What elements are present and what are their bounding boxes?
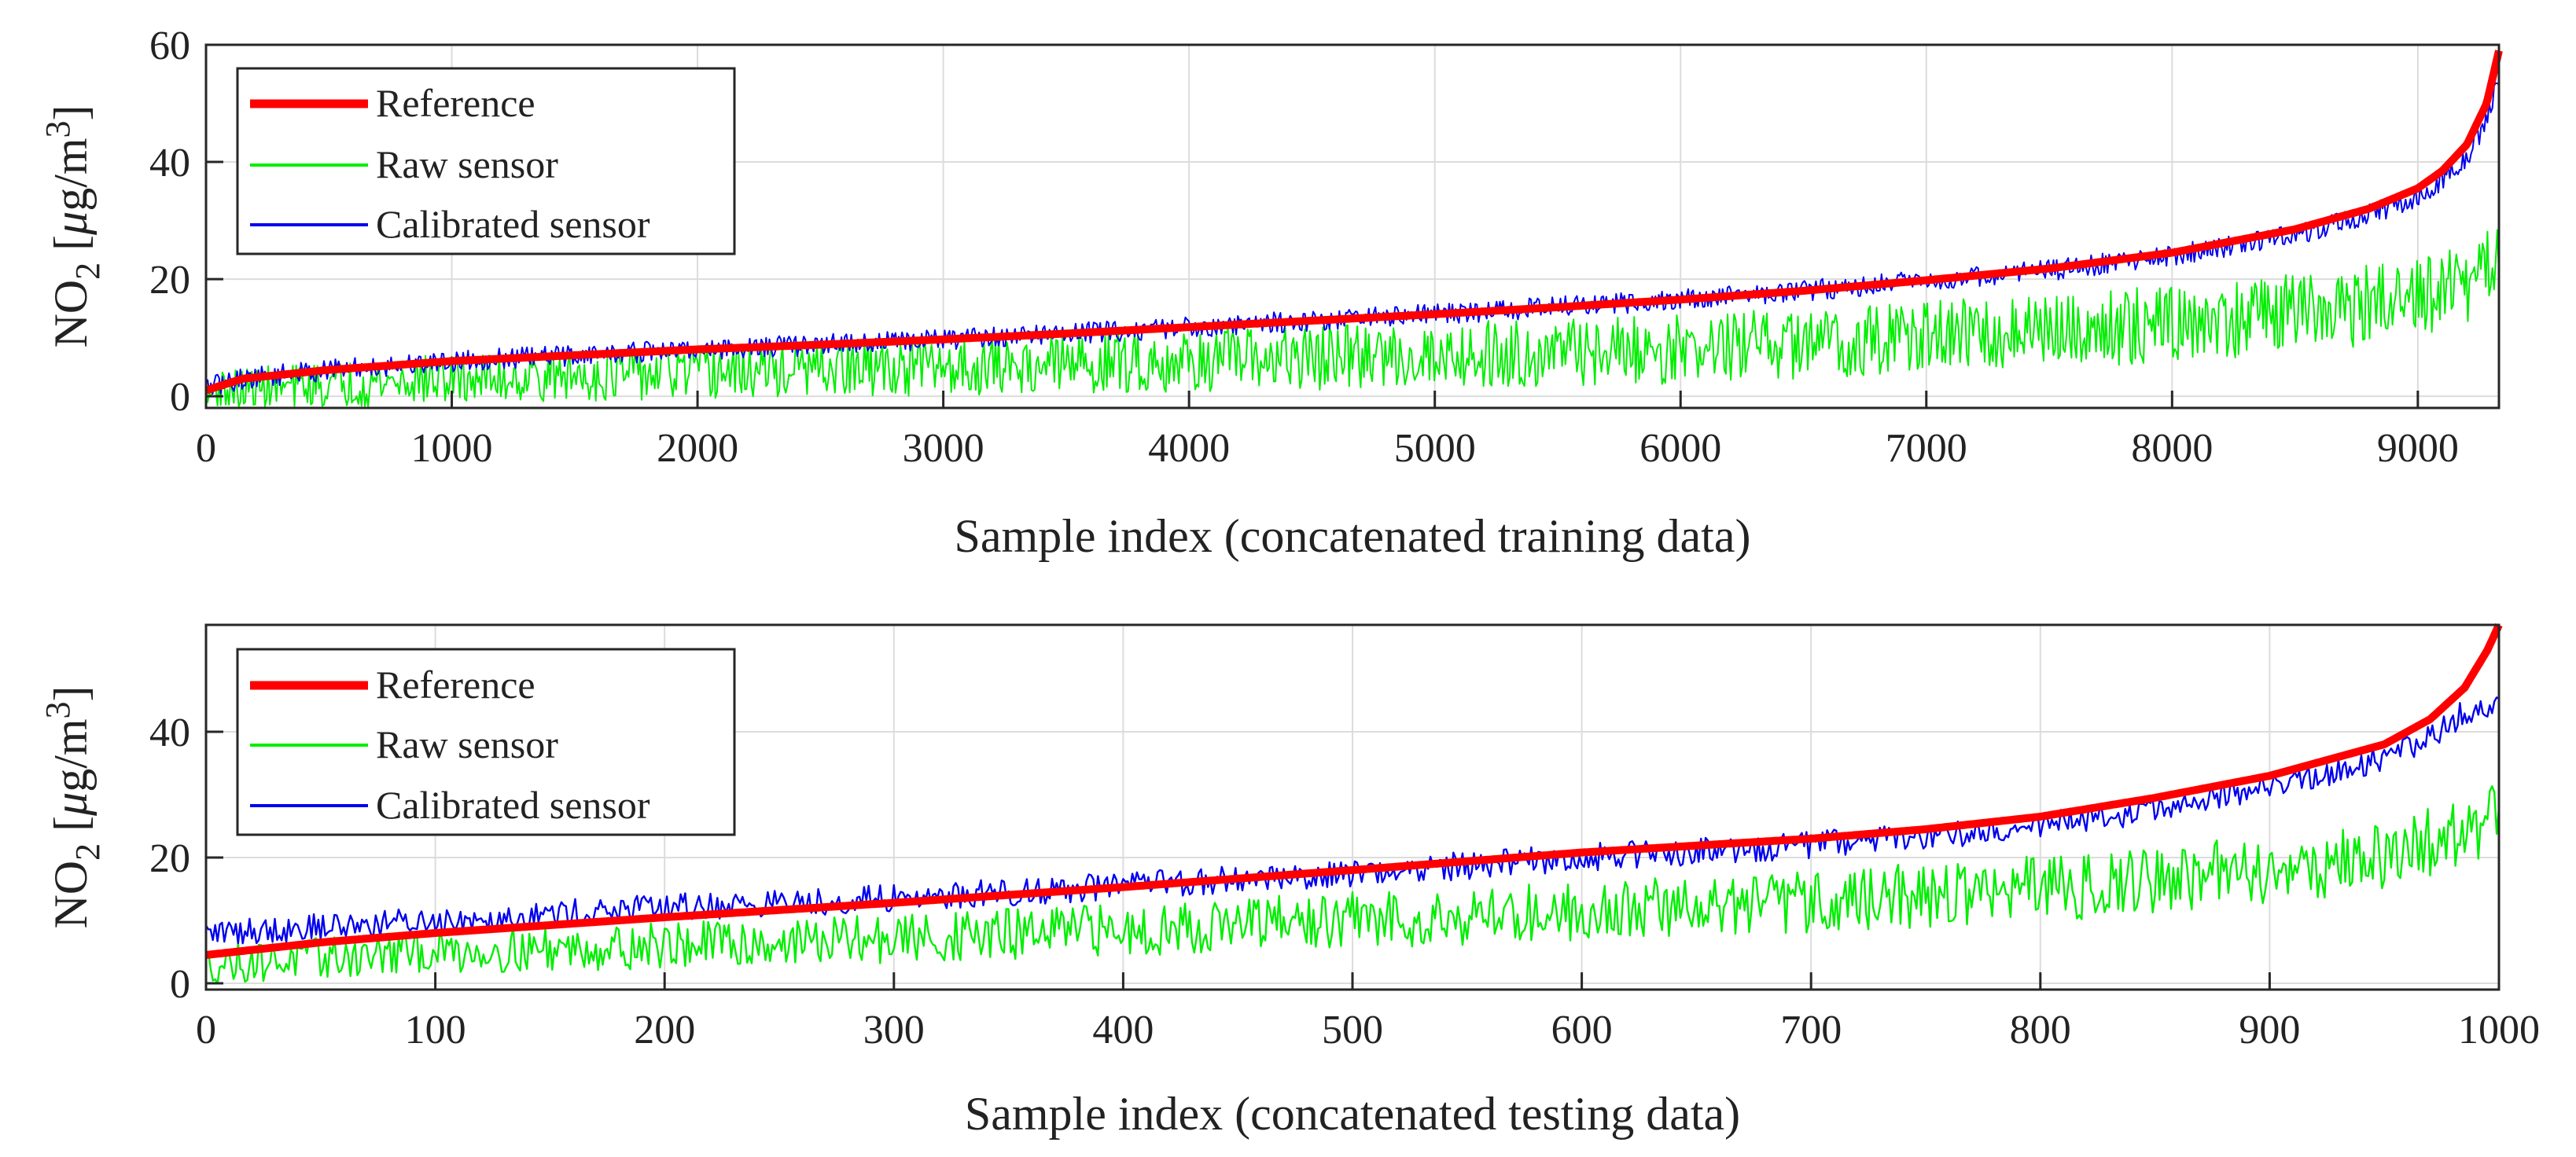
testing-series-lines — [204, 623, 2503, 985]
testing-xtick-label-500: 500 — [1322, 1008, 1383, 1052]
training-legend-label-calibrated: Calibrated sensor — [376, 202, 650, 246]
training-ytick-label-40: 40 — [149, 141, 190, 185]
testing-xtick-label-200: 200 — [634, 1008, 695, 1052]
testing-xtick-label-900: 900 — [2239, 1008, 2300, 1052]
training-xtick-label-3000: 3000 — [903, 426, 984, 471]
training-ytick-label-0: 0 — [170, 375, 190, 420]
training-ytick-label-20: 20 — [149, 258, 190, 303]
testing-series-calibrated-sensor-line — [204, 696, 2500, 945]
testing-legend-label-calibrated: Calibrated sensor — [376, 783, 650, 827]
training-legend: Reference Raw sensor Calibrated sensor — [236, 67, 736, 255]
training-xtick-label-6000: 6000 — [1639, 426, 1721, 471]
training-series-reference-line — [204, 50, 2503, 395]
training-ylabel-unit: g/m — [45, 138, 97, 211]
testing-legend-box — [236, 648, 736, 836]
training-legend-label-raw: Raw sensor — [376, 142, 558, 186]
training-xtick-label-1000: 1000 — [411, 426, 493, 471]
training-xtick-label-9000: 9000 — [2377, 426, 2459, 471]
training-xtick-label-2000: 2000 — [657, 426, 738, 471]
training-xtick-label-0: 0 — [196, 426, 216, 471]
training-ylabel-suffix: ] — [45, 105, 97, 120]
testing-xtick-label-700: 700 — [1780, 1008, 1842, 1052]
training-xtick-label-5000: 5000 — [1394, 426, 1476, 471]
training-ylabel-sup: 3 — [39, 120, 77, 138]
training-ytick-label-60: 60 — [149, 24, 190, 68]
testing-chart: 0 100 200 300 400 500 600 700 800 900 1000 0 20 40 Sa… — [39, 623, 2540, 1140]
testing-ytick-label-0: 0 — [170, 962, 190, 1007]
training-legend-label-reference: Reference — [376, 81, 535, 125]
testing-xtick-label-100: 100 — [405, 1008, 466, 1052]
testing-legend-label-raw: Raw sensor — [376, 722, 558, 766]
training-chart: 0 1000 2000 3000 4000 5000 6000 7000 8000 9000 0 20… — [39, 24, 2503, 562]
training-gridlines — [206, 44, 2499, 408]
testing-ticks: 0 100 200 300 400 500 600 700 800 900 1000 0 20 40 — [149, 711, 2540, 1052]
training-xtick-label-7000: 7000 — [1886, 426, 1967, 471]
testing-series-raw-sensor-line — [205, 785, 2501, 985]
training-ylabel-main: NO — [45, 280, 97, 348]
training-ticks: 0 1000 2000 3000 4000 5000 6000 7000 8000 9000 0 20… — [149, 24, 2459, 471]
training-xtick-label-8000: 8000 — [2131, 426, 2213, 471]
testing-ylabel-mu: μ — [45, 792, 97, 817]
training-ylabel-mu: μ — [45, 211, 97, 236]
testing-xtick-label-300: 300 — [863, 1008, 925, 1052]
testing-legend-label-reference: Reference — [376, 663, 535, 707]
training-ylabel-prefix: [ — [45, 235, 97, 263]
testing-xtick-label-600: 600 — [1551, 1008, 1613, 1052]
training-xtick-label-4000: 4000 — [1148, 426, 1230, 471]
training-plot-frame — [204, 43, 2501, 410]
testing-series-reference-line — [204, 623, 2503, 959]
testing-xtick-label-1000: 1000 — [2458, 1008, 2540, 1052]
training-ylabel-sub: 2 — [68, 263, 107, 280]
testing-xtick-label-0: 0 — [196, 1008, 216, 1052]
testing-ylabel-prefix: [ — [45, 816, 97, 843]
testing-xtick-label-800: 800 — [2010, 1008, 2071, 1052]
testing-ylabel-main: NO — [45, 861, 97, 929]
testing-ylabel-unit: g/m — [45, 718, 97, 792]
training-legend-box — [236, 67, 736, 255]
training-y-axis-label: NO2 [μg/m3] — [39, 105, 107, 347]
testing-ylabel-suffix: ] — [45, 685, 97, 701]
testing-y-axis-label: NO2 [μg/m3] — [39, 685, 107, 928]
testing-xtick-label-400: 400 — [1092, 1008, 1154, 1052]
training-series-lines — [204, 50, 2503, 408]
testing-ytick-label-40: 40 — [149, 711, 190, 755]
testing-ylabel-sup: 3 — [39, 701, 77, 718]
testing-ylabel-sub: 2 — [68, 843, 107, 861]
testing-x-axis-label: Sample index (concatenated testing data) — [965, 1088, 1740, 1140]
testing-ytick-label-20: 20 — [149, 836, 190, 881]
training-x-axis-label: Sample index (concatenated training data… — [955, 510, 1751, 562]
testing-legend: Reference Raw sensor Calibrated sensor — [236, 648, 736, 836]
training-series-raw-sensor-line — [205, 229, 2500, 408]
